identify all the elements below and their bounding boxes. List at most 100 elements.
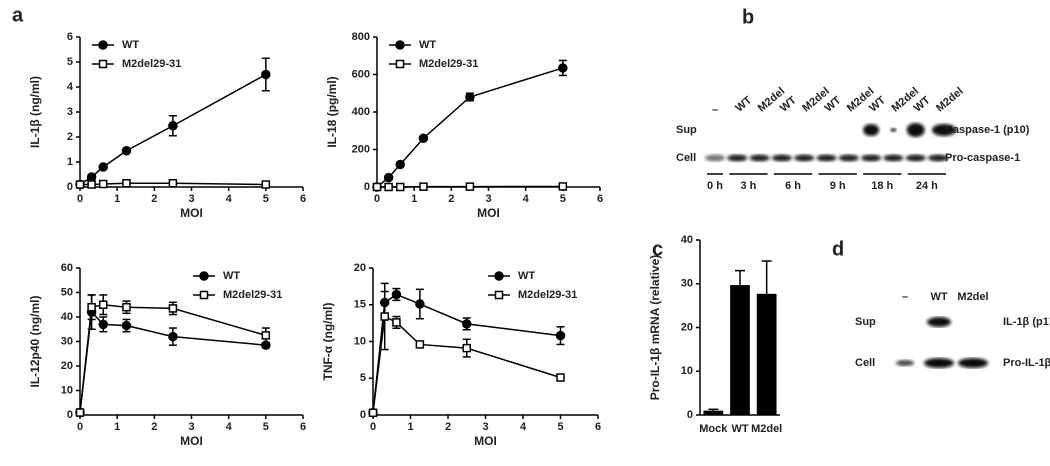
- marker: [122, 179, 131, 188]
- marker: [261, 69, 271, 80]
- blot-band: [883, 154, 904, 162]
- marker: [168, 331, 178, 342]
- blot-band: [816, 154, 837, 162]
- marker: [392, 318, 401, 327]
- blot-band: [896, 360, 914, 366]
- marker: [75, 180, 85, 189]
- marker: [168, 304, 178, 313]
- x-tick-label: 3: [482, 421, 488, 433]
- blot-band: [749, 154, 770, 162]
- lane-label: M2del: [934, 85, 966, 114]
- y-tick-label: 15: [354, 299, 366, 311]
- y-tick-label: 30: [61, 335, 73, 347]
- legend-label: M2del29-31: [122, 58, 181, 70]
- marker: [98, 162, 108, 172]
- legend-label: WT: [518, 270, 535, 282]
- y-tick-label: 2: [67, 131, 73, 143]
- x-tick-label: 0: [77, 193, 83, 205]
- y-tick-label: 1: [67, 156, 73, 168]
- marker: [555, 330, 566, 341]
- marker: [395, 159, 405, 170]
- y-tick-label: 20: [354, 262, 366, 274]
- y-axis-label: IL-12p40 (ng/ml): [28, 295, 42, 387]
- legend-label: M2del29-31: [518, 289, 577, 301]
- series-line: [376, 67, 564, 188]
- marker: [395, 59, 405, 69]
- y-tick-label: 60: [61, 262, 73, 274]
- blot-band: [906, 123, 925, 137]
- y-axis-label: IL-1β (ng/ml): [28, 76, 42, 148]
- blot-band: [928, 154, 948, 162]
- time-label: 9 h: [830, 180, 846, 192]
- blot-band: [727, 154, 748, 162]
- time-label: 0 h: [707, 180, 723, 192]
- marker: [121, 320, 132, 331]
- x-tick-label: 6: [595, 421, 601, 433]
- marker: [368, 408, 378, 418]
- marker: [395, 40, 405, 50]
- y-tick-label: 0: [67, 181, 73, 193]
- y-tick-label: 6: [67, 31, 73, 43]
- x-tick-label: 2: [448, 193, 454, 205]
- panel-label: d: [832, 238, 844, 260]
- marker: [87, 302, 96, 312]
- x-axis-label: MOI: [474, 434, 497, 448]
- blot-band: [771, 154, 792, 162]
- marker: [494, 290, 504, 300]
- marker: [372, 182, 382, 192]
- bar: [730, 285, 750, 415]
- series-line: [79, 303, 267, 413]
- x-tick-label: 0: [370, 421, 376, 433]
- marker: [261, 331, 271, 340]
- bar: [756, 293, 777, 415]
- lane-label: –: [902, 291, 908, 303]
- marker: [168, 179, 178, 188]
- y-tick-label: 10: [61, 384, 73, 396]
- x-tick-label: 3: [188, 193, 194, 205]
- marker: [415, 340, 425, 349]
- blot-band: [863, 124, 880, 136]
- blot-band: [794, 154, 815, 162]
- x-tick-label: 4: [523, 193, 530, 205]
- marker: [465, 182, 475, 191]
- lane-label: M2del: [957, 291, 988, 303]
- series-line: [372, 315, 561, 413]
- x-axis-label: MOI: [180, 206, 203, 220]
- marker: [462, 319, 472, 329]
- x-axis-label: MOI: [180, 434, 203, 448]
- time-label: 24 h: [916, 180, 938, 192]
- y-tick-label: 20: [61, 360, 73, 372]
- marker: [87, 180, 96, 189]
- y-tick-label: 10: [681, 365, 693, 377]
- x-tick-label: 3: [485, 193, 491, 205]
- y-axis-label: IL-18 (pg/ml): [325, 76, 339, 147]
- x-tick-label: 3: [188, 421, 194, 433]
- y-tick-label: 5: [67, 56, 73, 68]
- x-tick-label: 1: [114, 421, 120, 433]
- marker: [199, 271, 209, 281]
- marker: [462, 343, 471, 353]
- marker: [558, 182, 568, 191]
- y-axis-label: TNF-α (ng/ml): [321, 302, 335, 380]
- row-label: Sup: [855, 316, 876, 328]
- marker: [556, 373, 565, 382]
- y-tick-label: 50: [61, 286, 73, 298]
- blot-band: [890, 128, 897, 132]
- panel-label: c: [652, 238, 663, 260]
- blot-band: [958, 358, 988, 368]
- series-line: [372, 293, 561, 413]
- blot-band: [705, 154, 725, 162]
- lane-label: WT: [930, 291, 947, 303]
- marker: [391, 289, 402, 300]
- band-label: IL-1β (p17): [1003, 316, 1050, 328]
- legend-label: WT: [223, 270, 240, 282]
- x-tick-label: WT: [731, 423, 748, 435]
- y-tick-label: 0: [360, 409, 366, 421]
- marker: [86, 172, 97, 182]
- band-label: Caspase-1 (p10): [945, 124, 1030, 136]
- legend-label: M2del29-31: [223, 289, 282, 301]
- marker: [384, 182, 393, 192]
- x-tick-label: 1: [114, 193, 120, 205]
- marker: [98, 300, 108, 309]
- marker: [75, 408, 85, 417]
